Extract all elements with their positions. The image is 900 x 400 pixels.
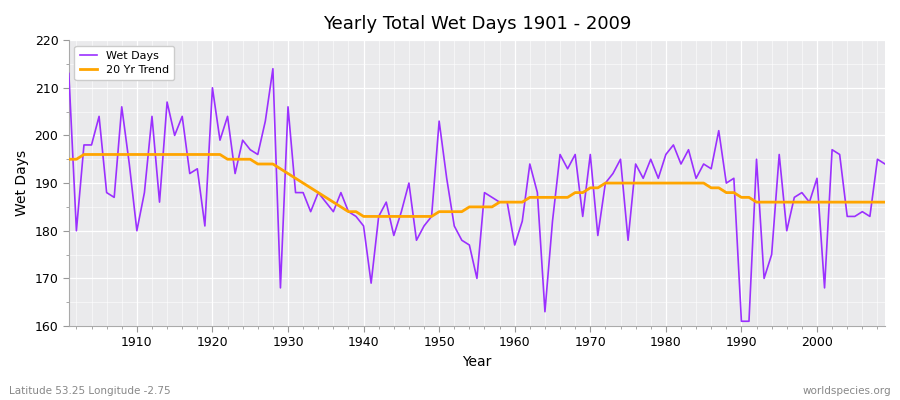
Wet Days [517, 219, 527, 224]
Wet Days [267, 66, 278, 71]
Wet Days [298, 190, 309, 195]
Legend: Wet Days, 20 Yr Trend: Wet Days, 20 Yr Trend [75, 46, 175, 80]
Wet Days [343, 209, 354, 214]
20 Yr Trend [358, 214, 369, 219]
Text: worldspecies.org: worldspecies.org [803, 386, 891, 396]
Text: Latitude 53.25 Longitude -2.75: Latitude 53.25 Longitude -2.75 [9, 386, 171, 396]
Title: Yearly Total Wet Days 1901 - 2009: Yearly Total Wet Days 1901 - 2009 [323, 15, 631, 33]
20 Yr Trend [879, 200, 890, 204]
Wet Days [509, 243, 520, 248]
Wet Days [63, 71, 74, 76]
20 Yr Trend [298, 181, 309, 186]
20 Yr Trend [517, 200, 527, 204]
20 Yr Trend [615, 181, 626, 186]
Wet Days [124, 162, 135, 166]
X-axis label: Year: Year [463, 355, 491, 369]
20 Yr Trend [131, 152, 142, 157]
Wet Days [736, 319, 747, 324]
20 Yr Trend [343, 209, 354, 214]
20 Yr Trend [63, 157, 74, 162]
Y-axis label: Wet Days: Wet Days [15, 150, 29, 216]
20 Yr Trend [525, 195, 535, 200]
Line: Wet Days: Wet Days [68, 69, 885, 321]
Wet Days [879, 162, 890, 166]
20 Yr Trend [78, 152, 89, 157]
Line: 20 Yr Trend: 20 Yr Trend [68, 154, 885, 216]
Wet Days [608, 171, 618, 176]
